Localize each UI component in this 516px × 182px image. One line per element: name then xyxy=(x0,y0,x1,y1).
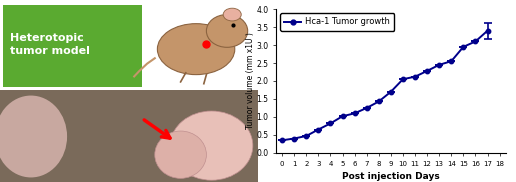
Y-axis label: Tumor volume (mm x1U ): Tumor volume (mm x1U ) xyxy=(246,33,255,129)
X-axis label: Post injection Days: Post injection Days xyxy=(342,172,440,181)
FancyBboxPatch shape xyxy=(3,5,142,87)
Ellipse shape xyxy=(170,111,253,180)
Ellipse shape xyxy=(0,96,67,177)
Text: Heterotopic
tumor model: Heterotopic tumor model xyxy=(10,33,90,56)
Ellipse shape xyxy=(157,24,235,75)
Ellipse shape xyxy=(206,15,248,47)
Ellipse shape xyxy=(155,131,206,178)
FancyBboxPatch shape xyxy=(0,90,258,182)
Ellipse shape xyxy=(223,8,241,21)
FancyBboxPatch shape xyxy=(144,5,255,87)
Legend: Hca-1 Tumor growth: Hca-1 Tumor growth xyxy=(280,13,394,31)
